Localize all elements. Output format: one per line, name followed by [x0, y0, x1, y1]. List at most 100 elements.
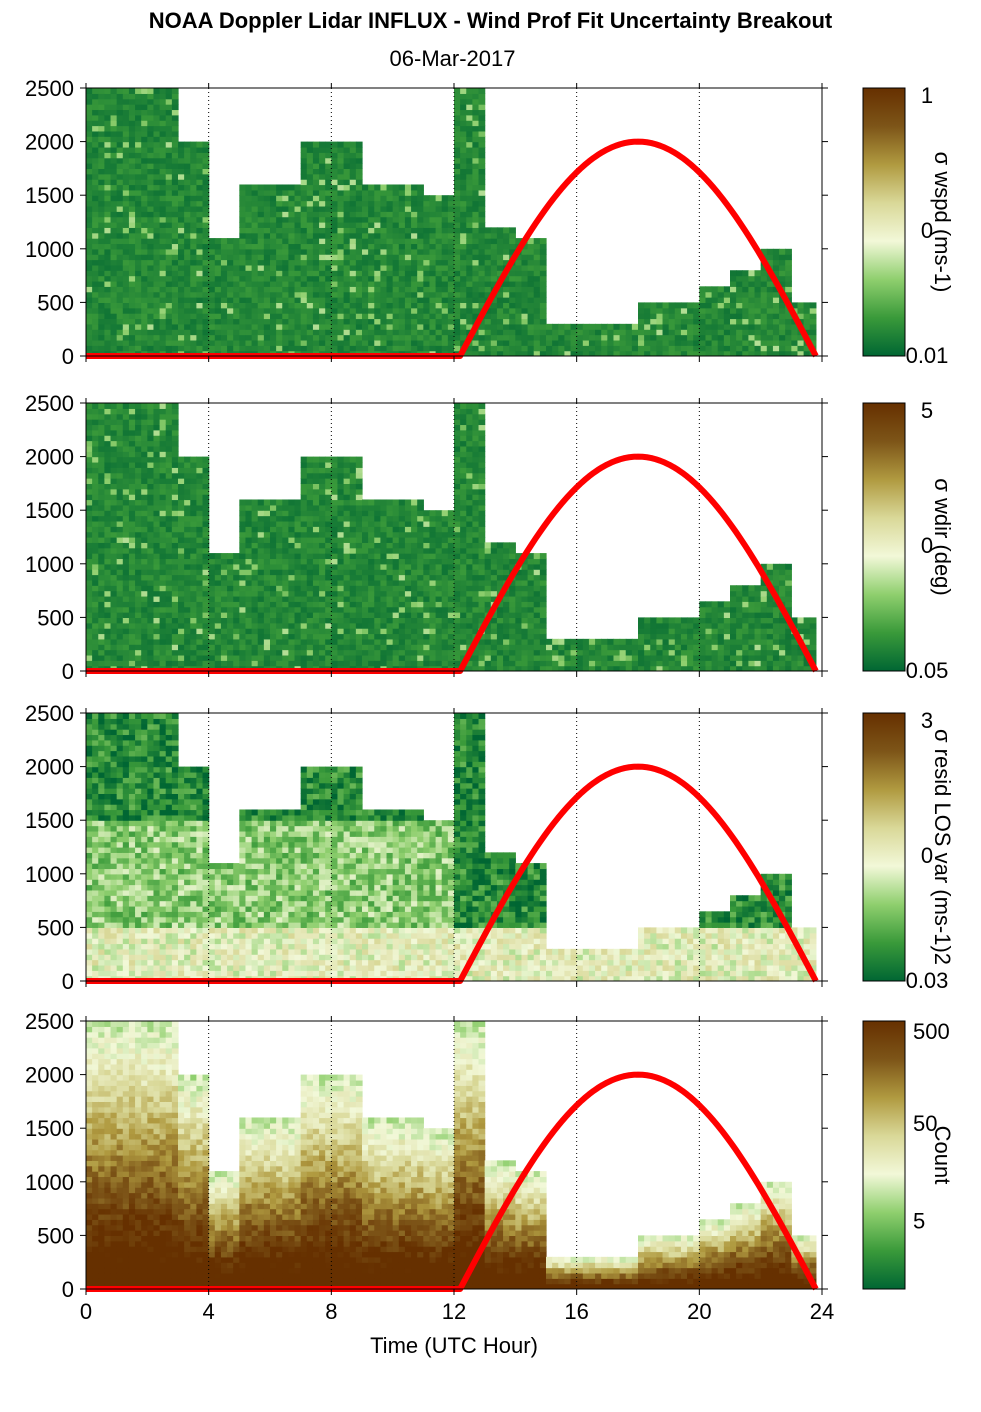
heatmap-cell [404, 291, 412, 298]
heatmap-cell [110, 238, 118, 245]
heatmap-cell [288, 547, 296, 554]
heatmap-cell [362, 184, 369, 191]
heatmap-cell [122, 526, 130, 533]
heatmap-cell [135, 318, 142, 325]
heatmap-cell [128, 606, 136, 613]
heatmap-cell [159, 445, 167, 452]
heatmap-cell [263, 579, 271, 586]
heatmap-cell [319, 520, 326, 527]
heatmap-cell [779, 329, 786, 336]
heatmap-cell [147, 569, 155, 576]
heatmap-cell [380, 291, 388, 298]
heatmap-cell [202, 510, 210, 517]
heatmap-cell [239, 216, 247, 223]
heatmap-cell [454, 243, 461, 250]
heatmap-cell [153, 601, 161, 608]
heatmap-cell [343, 146, 351, 153]
heatmap-cell [306, 323, 314, 330]
heatmap-cell [742, 350, 749, 356]
heatmap-cell [263, 195, 271, 202]
heatmap-cell [171, 152, 179, 159]
heatmap-cell [233, 307, 240, 314]
heatmap-cell [270, 612, 277, 618]
heatmap-cell [772, 259, 780, 266]
heatmap-cell [220, 590, 228, 597]
heatmap-cell [202, 152, 210, 159]
heatmap-cell [196, 248, 204, 255]
heatmap-cell [110, 152, 118, 159]
heatmap-cell [86, 184, 93, 191]
heatmap-cell [239, 211, 247, 218]
heatmap-cell [165, 146, 173, 153]
heatmap-cell [282, 654, 289, 661]
heatmap-cell [355, 280, 363, 287]
heatmap-cell [312, 329, 320, 336]
heatmap-cell [110, 456, 118, 463]
heatmap-cell [86, 179, 93, 186]
heatmap-cell [306, 291, 314, 298]
heatmap-cell [122, 622, 130, 629]
heatmap-cell [190, 254, 197, 261]
heatmap-cell [411, 184, 418, 191]
heatmap-cell [380, 238, 388, 245]
heatmap-cell [245, 291, 253, 298]
heatmap-cell [668, 334, 676, 341]
heatmap-cell [116, 323, 124, 330]
heatmap-cell [300, 601, 308, 608]
heatmap-cell [196, 537, 204, 543]
heatmap-cell [674, 329, 682, 336]
heatmap-cell [202, 649, 210, 656]
heatmap-cell [404, 307, 412, 314]
heatmap-cell [110, 467, 118, 474]
heatmap-cell [349, 617, 357, 624]
heatmap-cell [509, 345, 516, 352]
heatmap-cell [159, 547, 167, 554]
heatmap-cell [196, 339, 204, 346]
heatmap-cell [429, 280, 437, 287]
heatmap-cell [202, 574, 210, 581]
heatmap-cell [300, 227, 308, 234]
heatmap-cell [331, 617, 339, 624]
heatmap-cell [190, 526, 197, 533]
heatmap-cell [766, 329, 774, 336]
heatmap-cell [343, 248, 351, 255]
heatmap-cell [233, 601, 240, 608]
heatmap-cell [178, 595, 185, 602]
heatmap-cell [319, 478, 326, 484]
heatmap-cell [325, 478, 332, 484]
heatmap-cell [349, 660, 357, 667]
heatmap-cell [300, 163, 308, 169]
heatmap-cell [92, 88, 99, 94]
heatmap-cell [460, 238, 467, 245]
heatmap-cell [239, 654, 247, 661]
heatmap-cell [349, 537, 357, 543]
heatmap-cell [343, 291, 351, 298]
heatmap-cell [263, 275, 271, 282]
heatmap-cell [270, 238, 277, 245]
heatmap-cell [460, 318, 467, 325]
heatmap-cell [257, 248, 265, 255]
heatmap-cell [754, 323, 762, 330]
heatmap-cell [680, 318, 688, 325]
heatmap-cell [178, 612, 185, 618]
heatmap-cell [668, 302, 676, 309]
heatmap-cell [282, 254, 289, 261]
heatmap-cell [196, 329, 204, 336]
heatmap-cell [276, 254, 283, 261]
heatmap-cell [533, 238, 541, 245]
heatmap-cell [466, 318, 473, 325]
heatmap-cell [460, 248, 467, 255]
heatmap-cell [282, 259, 289, 266]
heatmap-cell [435, 291, 443, 298]
heatmap-cell [220, 339, 228, 346]
heatmap-cell [86, 334, 93, 341]
heatmap-cell [472, 238, 480, 245]
heatmap-cell [104, 435, 112, 442]
heatmap-cell [460, 307, 467, 314]
heatmap-cell [527, 286, 535, 293]
heatmap-cell [404, 302, 412, 309]
heatmap-cell [484, 313, 492, 320]
heatmap-cell [116, 606, 124, 613]
heatmap-cell [319, 232, 326, 239]
heatmap-cell [196, 547, 204, 554]
